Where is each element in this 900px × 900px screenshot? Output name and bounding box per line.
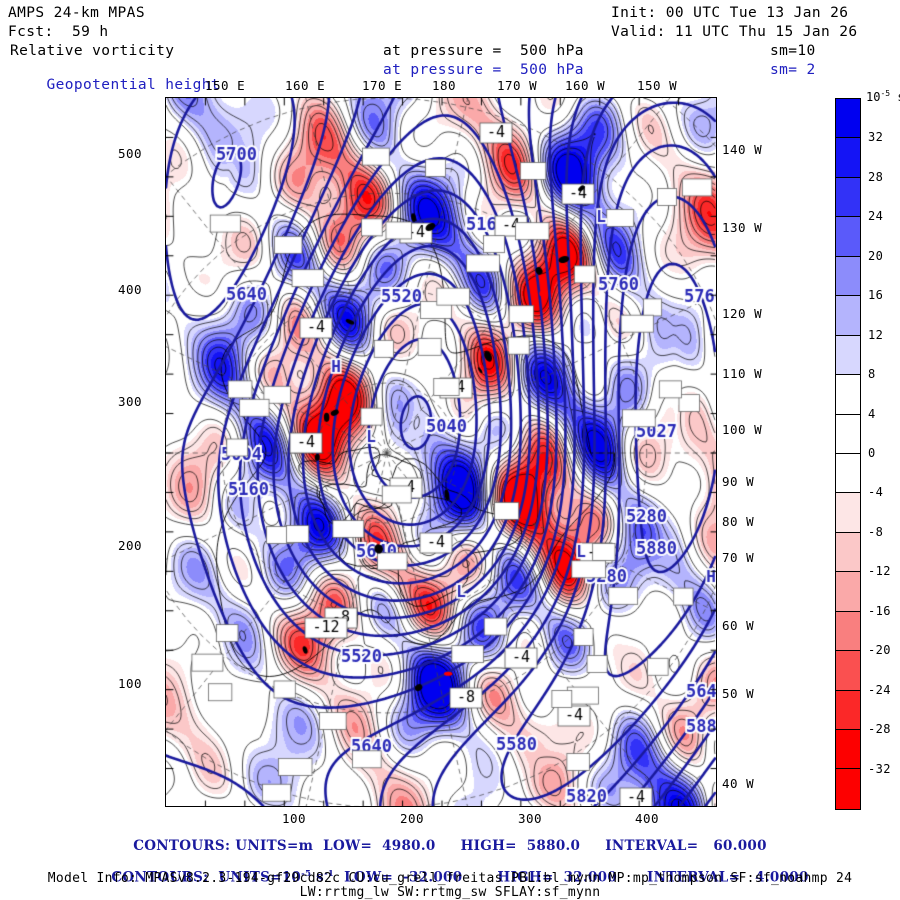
colorbar-tick-20: 20 bbox=[868, 248, 884, 263]
footer-height-contours: CONTOURS: UNITS=m LOW= 4980.0 HIGH= 5880… bbox=[133, 838, 767, 854]
colorbar-tick-neg4: -4 bbox=[868, 485, 884, 500]
colorbar-tick-neg24: -24 bbox=[868, 682, 891, 697]
colorbar-segment bbox=[836, 651, 860, 691]
colorbar-segment bbox=[836, 532, 860, 573]
colorbar-segment bbox=[836, 99, 860, 139]
colorbar-segment bbox=[836, 138, 860, 178]
left-axis-tick: 500 bbox=[118, 146, 143, 161]
colorbar-segment bbox=[836, 611, 860, 652]
field-height-text: Geopotential height bbox=[46, 76, 220, 93]
field-vorticity-level: at pressure = 500 hPa bbox=[383, 43, 584, 59]
colorbar-segment bbox=[836, 335, 860, 376]
colorbar-tick-0: 0 bbox=[868, 446, 876, 460]
colorbar-segment bbox=[836, 690, 860, 730]
left-axis-tick: 400 bbox=[118, 282, 143, 297]
colorbar-segment bbox=[836, 730, 860, 770]
right-axis-tick: 70 W bbox=[722, 550, 755, 565]
colorbar-tick-12: 12 bbox=[868, 327, 884, 342]
map-contour-canvas bbox=[166, 98, 716, 806]
model-title: AMPS 24-km MPAS bbox=[8, 5, 145, 21]
colorbar-unit-second: s bbox=[890, 90, 900, 104]
field-height-level: at pressure = 500 hPa bbox=[383, 62, 584, 78]
footer-physics-info: LW:rrtmg_lw SW:rrtmg_sw SFLAY:sf_mynn bbox=[299, 885, 601, 900]
vorticity-colorbar bbox=[835, 98, 861, 810]
right-axis-tick: 100 W bbox=[722, 422, 763, 437]
colorbar-segment bbox=[836, 493, 860, 533]
colorbar-tick-neg20: -20 bbox=[868, 643, 891, 658]
colorbar-segment bbox=[836, 453, 860, 494]
footer-vorticity-contours: CONTOURS: UNITS=10-5 s-1 LOW= -32.000 HI… bbox=[0, 856, 900, 898]
colorbar-tick-neg28: -28 bbox=[868, 722, 891, 737]
top-axis-tick: 170 E bbox=[362, 78, 403, 93]
init-time: Init: 00 UTC Tue 13 Jan 26 bbox=[611, 5, 849, 21]
colorbar-segment bbox=[836, 256, 860, 297]
footer-model-info: Model Info: MPASv8.2.3-194-gf29cd82c CU:… bbox=[47, 871, 853, 886]
colorbar-tick-28: 28 bbox=[868, 169, 884, 184]
vorticity-smoothing: sm=10 bbox=[770, 43, 816, 59]
colorbar-segment bbox=[836, 414, 860, 454]
right-axis-tick: 140 W bbox=[722, 142, 763, 157]
left-axis-tick: 300 bbox=[118, 394, 143, 409]
colorbar-segment bbox=[836, 177, 860, 218]
map-plot-area[interactable] bbox=[165, 97, 717, 807]
colorbar-tick-neg16: -16 bbox=[868, 603, 891, 618]
colorbar-tick-24: 24 bbox=[868, 209, 884, 224]
colorbar-segment bbox=[836, 572, 860, 612]
colorbar-segment bbox=[836, 296, 860, 336]
right-axis-tick: 60 W bbox=[722, 618, 755, 633]
bottom-axis-tick: 400 bbox=[635, 811, 660, 826]
fcst-value: 59 h bbox=[72, 24, 109, 40]
footer-vort-a: CONTOURS: UNITS=10 bbox=[111, 869, 302, 885]
right-axis-tick: 50 W bbox=[722, 686, 755, 701]
valid-time: Valid: 11 UTC Thu 15 Jan 26 bbox=[611, 24, 858, 40]
colorbar-tick-16: 16 bbox=[868, 288, 884, 303]
colorbar-segment bbox=[836, 217, 860, 257]
colorbar-tick-neg8: -8 bbox=[868, 524, 884, 539]
top-axis-tick: 170 W bbox=[497, 78, 538, 93]
colorbar-segment bbox=[836, 769, 860, 809]
colorbar-unit-label: 10-5 s-1 bbox=[866, 89, 900, 104]
top-axis-tick: 150 E bbox=[205, 78, 246, 93]
right-axis-tick: 130 W bbox=[722, 220, 763, 235]
colorbar-tick-8: 8 bbox=[868, 367, 876, 382]
colorbar-tick-neg12: -12 bbox=[868, 564, 891, 579]
left-axis-tick: 200 bbox=[118, 538, 143, 553]
right-axis-tick: 90 W bbox=[722, 474, 755, 489]
right-axis-tick: 80 W bbox=[722, 514, 755, 529]
field-height-label: Geopotential height bbox=[10, 63, 220, 107]
footer-vort-b: s bbox=[311, 869, 325, 885]
colorbar-tick-neg32: -32 bbox=[868, 761, 891, 776]
left-axis-tick: 100 bbox=[118, 676, 143, 691]
right-axis-tick: 40 W bbox=[722, 776, 755, 791]
top-axis-tick: 160 W bbox=[565, 78, 606, 93]
right-axis-tick: 110 W bbox=[722, 366, 763, 381]
fcst-label: Fcst: bbox=[8, 24, 54, 40]
colorbar-unit-exponent: -5 bbox=[880, 89, 891, 98]
footer-vort-exp: -5 bbox=[301, 868, 312, 879]
colorbar-tick-4: 4 bbox=[868, 406, 876, 421]
right-axis-tick: 120 W bbox=[722, 306, 763, 321]
top-axis-tick: 160 E bbox=[285, 78, 326, 93]
colorbar-unit-mantissa: 10 bbox=[866, 90, 881, 104]
height-smoothing: sm= 2 bbox=[770, 62, 816, 78]
field-vorticity-label: Relative vorticity bbox=[10, 43, 175, 59]
footer-vort-c: LOW= -32.000 HIGH= 32.000 INTERVAL= 4.00… bbox=[334, 869, 809, 885]
footer-vort-exp2: -1 bbox=[324, 868, 335, 879]
colorbar-segment bbox=[836, 375, 860, 415]
colorbar-tick-32: 32 bbox=[868, 130, 884, 145]
top-axis-tick: 150 W bbox=[637, 78, 678, 93]
bottom-axis-tick: 300 bbox=[518, 811, 543, 826]
bottom-axis-tick: 200 bbox=[400, 811, 425, 826]
top-axis-tick: 180 bbox=[432, 78, 457, 93]
bottom-axis-tick: 100 bbox=[282, 811, 307, 826]
